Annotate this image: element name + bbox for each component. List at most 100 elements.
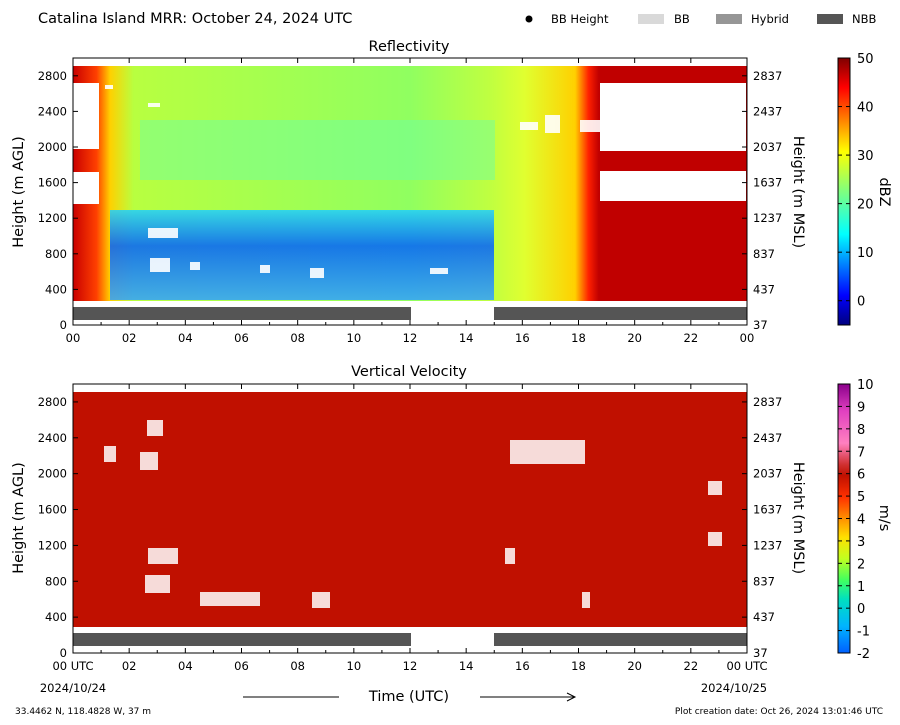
reflectivity-title: Reflectivity xyxy=(369,39,450,55)
velocity-data-gap xyxy=(708,532,722,546)
velocity-x-tick-label: 20 xyxy=(627,659,642,673)
velocity-data-gap xyxy=(505,548,515,564)
velocity-x-tick-label: 02 xyxy=(122,659,137,673)
reflectivity-data-gap xyxy=(148,228,178,238)
legend-hybrid-label: Hybrid xyxy=(751,12,789,26)
reflectivity-y-tick-label-right: 2437 xyxy=(753,104,782,118)
reflectivity-x-ticks: 00 02 04 06 08 10 12 14 16 18 20 22 00 xyxy=(66,58,755,345)
velocity-colorbar-tick-label: 3 xyxy=(857,535,865,550)
reflectivity-x-tick-label: 18 xyxy=(571,331,586,345)
velocity-plot-area xyxy=(72,383,748,654)
reflectivity-y-tick-label-right: 837 xyxy=(753,247,775,261)
velocity-y-tick-label: 2800 xyxy=(38,395,67,409)
reflectivity-panel: Reflectivity 00 02 04 06 08 10 12 14 16 18 20 22 00 … xyxy=(11,39,806,345)
legend-nbb-label: NBB xyxy=(852,12,876,26)
legend-bb-swatch xyxy=(638,14,664,24)
figure-title: Catalina Island MRR: October 24, 2024 UT… xyxy=(38,11,352,27)
reflectivity-y-tick-label-right: 37 xyxy=(753,318,768,332)
reflectivity-colorbar-tick-label: 20 xyxy=(857,198,874,213)
velocity-colorbar-label: m/s xyxy=(876,505,892,532)
velocity-bb-band-1 xyxy=(73,633,411,646)
legend-bb-height-label: BB Height xyxy=(551,12,609,26)
reflectivity-x-tick-label: 08 xyxy=(290,331,305,345)
reflectivity-data-gap xyxy=(310,268,324,278)
reflectivity-y-tick-label: 800 xyxy=(45,247,67,261)
legend-nbb-swatch xyxy=(817,14,843,24)
velocity-y-tick-label: 2400 xyxy=(38,431,67,445)
date-start: 2024/10/24 xyxy=(40,681,106,695)
velocity-y-tick-label-right: 2837 xyxy=(753,395,782,409)
velocity-echo xyxy=(73,392,747,627)
velocity-ylabel-right: Height (m MSL) xyxy=(790,462,806,574)
velocity-y-tick-label-right: 837 xyxy=(753,574,775,588)
reflectivity-left-gap-1 xyxy=(73,83,99,149)
plot-creation-date: Plot creation date: Oct 26, 2024 13:01:4… xyxy=(675,707,883,717)
reflectivity-bb-band-1 xyxy=(73,307,411,320)
date-end: 2024/10/25 xyxy=(701,681,767,695)
reflectivity-y-ticks-right: 37 437 837 1237 1637 2037 2437 2837 xyxy=(742,69,782,332)
velocity-data-gap xyxy=(200,592,260,606)
reflectivity-mid-band xyxy=(140,120,495,180)
time-arrow-head xyxy=(566,692,577,702)
reflectivity-data-gap xyxy=(430,268,448,274)
reflectivity-y-ticks: 0 400 800 1200 1600 2000 2400 2800 xyxy=(38,69,78,332)
velocity-data-gap xyxy=(148,548,178,564)
velocity-x-tick-label: 04 xyxy=(178,659,193,673)
velocity-y-tick-label: 800 xyxy=(45,574,67,588)
velocity-colorbar-tick-label: 4 xyxy=(857,513,865,528)
velocity-x-tick-label: 16 xyxy=(515,659,530,673)
reflectivity-low-echo xyxy=(110,210,494,300)
velocity-x-tick-label: 00 UTC xyxy=(52,659,93,673)
reflectivity-y-tick-label: 2400 xyxy=(38,104,67,118)
reflectivity-x-tick-label: 00 xyxy=(740,331,755,345)
velocity-title: Vertical Velocity xyxy=(351,364,467,380)
reflectivity-left-gap-2 xyxy=(73,172,99,204)
legend-bb-label: BB xyxy=(674,12,690,26)
velocity-x-tick-label: 08 xyxy=(290,659,305,673)
reflectivity-y-tick-label-right: 1637 xyxy=(753,176,782,190)
reflectivity-plot-area xyxy=(72,57,748,326)
velocity-x-tick-label: 06 xyxy=(234,659,249,673)
velocity-x-tick-label: 10 xyxy=(347,659,362,673)
reflectivity-colorbar-tick-label: 0 xyxy=(857,295,865,310)
legend-bb-height-marker xyxy=(525,15,533,23)
velocity-x-tick-label: 12 xyxy=(403,659,418,673)
velocity-colorbar: -2 -1 0 1 2 3 4 5 6 7 8 9 10 m/s xyxy=(837,378,892,662)
velocity-data-gap xyxy=(510,440,585,464)
reflectivity-data-gap xyxy=(148,103,160,107)
reflectivity-data-gap xyxy=(545,115,560,133)
velocity-colorbar-tick-label: 9 xyxy=(857,400,865,415)
velocity-y-ticks: 0 400 800 1200 1600 2000 2400 2800 xyxy=(38,395,78,660)
reflectivity-upper-gap xyxy=(600,83,746,151)
reflectivity-y-tick-label-right: 1237 xyxy=(753,211,782,225)
reflectivity-x-tick-label: 04 xyxy=(178,331,193,345)
velocity-x-tick-label: 14 xyxy=(459,659,474,673)
reflectivity-x-tick-label: 02 xyxy=(122,331,137,345)
reflectivity-y-tick-label: 2000 xyxy=(38,140,67,154)
velocity-data-gap xyxy=(140,452,158,470)
reflectivity-colorbar-label: dBZ xyxy=(876,177,892,206)
reflectivity-data-gap xyxy=(150,258,170,272)
reflectivity-data-gap xyxy=(105,85,113,89)
reflectivity-middle-gap xyxy=(600,171,746,201)
reflectivity-data-gap xyxy=(260,265,270,273)
velocity-x-ticks: 00 UTC 02 04 06 08 10 12 14 16 18 20 22 00 UTC xyxy=(52,384,768,673)
reflectivity-colorbar-ticks: 0 10 20 30 40 50 xyxy=(838,52,874,310)
reflectivity-y-tick-label: 1200 xyxy=(38,211,67,225)
velocity-y-tick-label-right: 2437 xyxy=(753,431,782,445)
station-location: 33.4462 N, 118.4828 W, 37 m xyxy=(15,707,151,717)
reflectivity-colorbar-tick-label: 30 xyxy=(857,149,874,164)
reflectivity-y-tick-label-right: 2037 xyxy=(753,140,782,154)
reflectivity-colorbar-tick-label: 50 xyxy=(857,52,874,67)
velocity-colorbar-tick-label: 5 xyxy=(857,490,865,505)
velocity-y-tick-label-right: 437 xyxy=(753,610,775,624)
time-xlabel: Time (UTC) xyxy=(368,689,449,705)
reflectivity-x-tick-label: 16 xyxy=(515,331,530,345)
reflectivity-x-tick-label: 10 xyxy=(347,331,362,345)
reflectivity-x-tick-label: 00 xyxy=(66,331,81,345)
reflectivity-x-tick-label: 14 xyxy=(459,331,474,345)
velocity-data-gap xyxy=(582,592,590,608)
reflectivity-data-gap xyxy=(520,122,538,130)
reflectivity-y-tick-label-right: 437 xyxy=(753,282,775,296)
